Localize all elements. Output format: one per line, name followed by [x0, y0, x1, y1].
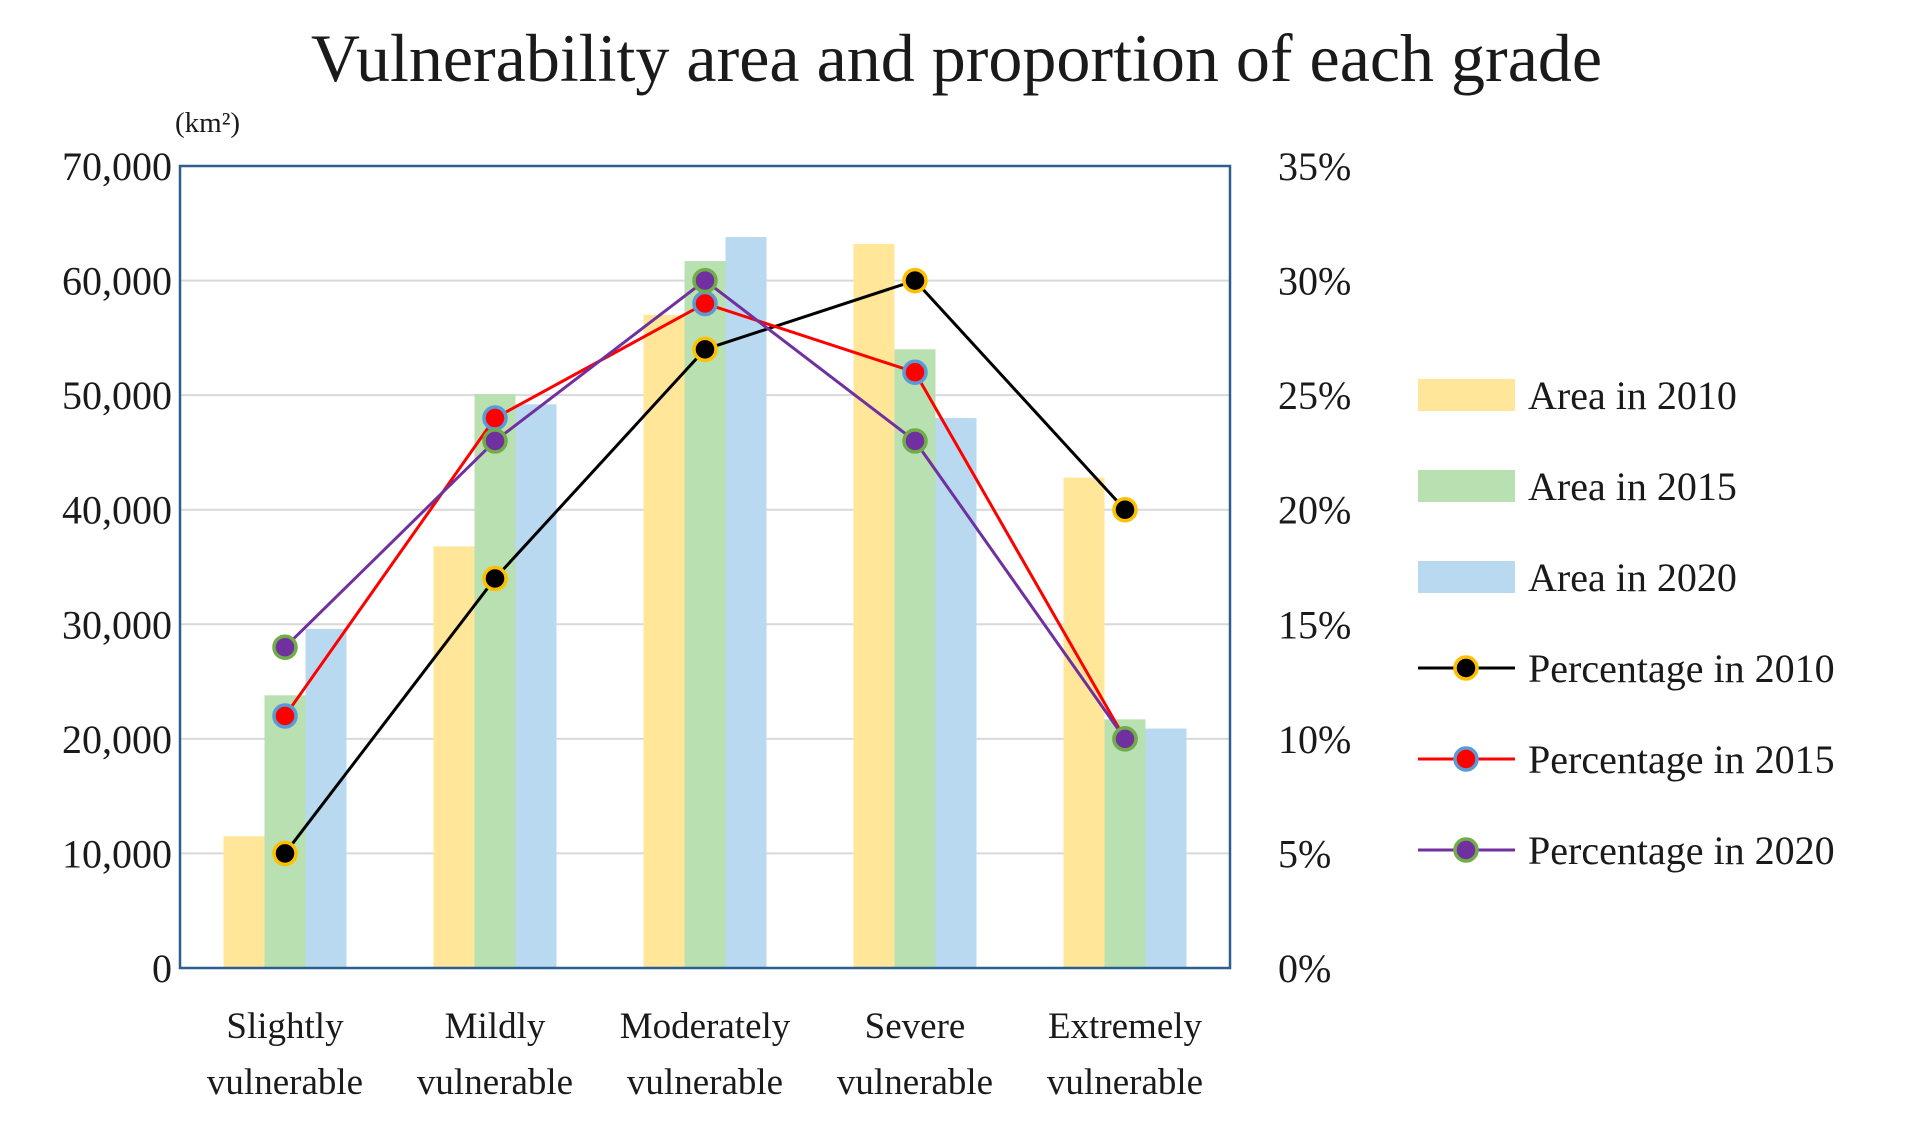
point	[482, 428, 508, 454]
x-tick-label: Extremely	[1048, 1006, 1203, 1047]
point	[1112, 496, 1138, 523]
legend-swatch	[1418, 379, 1515, 411]
point	[902, 428, 928, 454]
bars	[223, 237, 1187, 968]
point	[692, 290, 718, 317]
y2-tick-label: 5%	[1278, 831, 1331, 876]
legend-label: Area in 2010	[1528, 373, 1737, 418]
bar	[643, 314, 685, 968]
y-tick-label: 20,000	[62, 717, 172, 762]
x-tick-label: vulnerable	[627, 1062, 783, 1103]
bar	[725, 237, 767, 968]
bar	[264, 695, 306, 968]
bar	[935, 418, 977, 968]
lines	[272, 267, 1138, 867]
y-tick-label: 60,000	[62, 259, 172, 304]
legend: Area in 2010 Area in 2015 Area in 2020 Perc…	[1418, 373, 1835, 873]
legend-label: Percentage in 2020	[1528, 828, 1835, 873]
legend-label: Percentage in 2010	[1528, 646, 1835, 691]
y2-tick-label: 25%	[1278, 373, 1351, 418]
axes: 0 10,000 20,000 30,000 40,000 50,000 60,000 70,…	[62, 107, 1351, 1103]
chart-title: Vulnerability area and proportion of eac…	[310, 20, 1603, 96]
bar	[474, 393, 516, 968]
y-tick-label: 50,000	[62, 373, 172, 418]
y-tick-label: 10,000	[62, 831, 172, 876]
y2-tick-label: 10%	[1278, 717, 1351, 762]
y2-tick-label: 15%	[1278, 602, 1351, 647]
point	[272, 634, 298, 660]
point	[1112, 726, 1138, 752]
point	[272, 703, 298, 729]
x-tick-label: vulnerable	[837, 1062, 993, 1103]
bar	[1104, 719, 1146, 968]
legend-swatch	[1418, 470, 1515, 502]
y-tick-label: 40,000	[62, 488, 172, 533]
point	[692, 336, 718, 363]
legend-marker	[1453, 655, 1479, 681]
legend-marker	[1453, 837, 1479, 863]
bar	[853, 243, 895, 968]
bar	[223, 836, 265, 968]
point	[272, 840, 298, 867]
x-tick-label: Mildly	[445, 1006, 546, 1047]
bar	[515, 404, 557, 968]
y2-tick-label: 20%	[1278, 488, 1351, 533]
point	[692, 267, 718, 294]
point	[482, 405, 508, 431]
legend-label: Area in 2020	[1528, 555, 1737, 600]
y2-tick-label: 0%	[1278, 946, 1331, 991]
bar	[684, 261, 726, 968]
x-tick-label: vulnerable	[417, 1062, 573, 1103]
x-tick-label: Slightly	[226, 1006, 344, 1047]
bar	[433, 546, 475, 968]
y-tick-label: 30,000	[62, 602, 172, 647]
y-tick-label: 70,000	[62, 144, 172, 189]
y2-tick-label: 35%	[1278, 144, 1351, 189]
legend-label: Percentage in 2015	[1528, 737, 1835, 782]
y-unit-label: (km²)	[175, 107, 240, 139]
x-tick-label: vulnerable	[207, 1062, 363, 1103]
point	[902, 267, 928, 294]
x-tick-label: Severe	[865, 1006, 966, 1047]
legend-swatch	[1418, 561, 1515, 593]
bar	[1063, 477, 1105, 968]
legend-marker	[1453, 746, 1479, 772]
y2-tick-label: 30%	[1278, 259, 1351, 304]
x-tick-label: Moderately	[620, 1006, 791, 1047]
point	[482, 565, 508, 592]
x-tick-label: vulnerable	[1047, 1062, 1203, 1103]
y-tick-label: 0	[152, 946, 172, 991]
plot-area-border	[178, 164, 1232, 970]
bar	[1145, 728, 1187, 968]
legend-label: Area in 2015	[1528, 464, 1737, 509]
point	[902, 359, 928, 385]
